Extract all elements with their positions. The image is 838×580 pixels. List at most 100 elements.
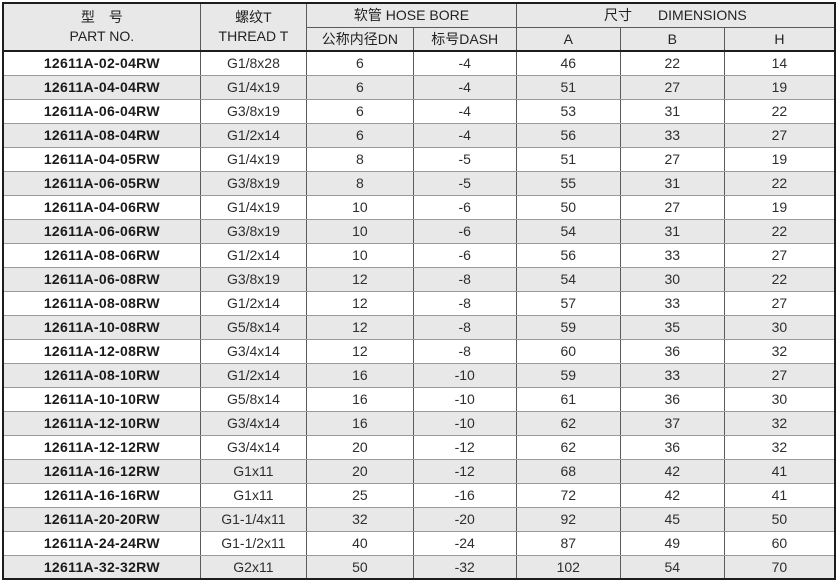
dim-a-cell: 102	[515, 554, 621, 580]
dn-cell: 20	[306, 434, 414, 460]
dash-cell: -20	[412, 506, 517, 532]
dash-cell: -10	[412, 362, 517, 388]
part-no-cell: 12611A-04-05RW	[2, 146, 201, 172]
dim-h-cell: 70	[723, 554, 836, 580]
dn-cell: 8	[306, 170, 414, 196]
dn-cell: 8	[306, 146, 414, 172]
dash-cell: -10	[412, 410, 517, 436]
dim-h-cell: 41	[723, 458, 836, 484]
thread-cell: G3/4x14	[199, 338, 308, 364]
table-row: 12611A-20-20RW G1-1/4x11 32 -20 92 45 50	[2, 506, 836, 532]
table-row: 12611A-24-24RW G1-1/2x11 40 -24 87 49 60	[2, 530, 836, 556]
dim-b-cell: 36	[619, 434, 725, 460]
dim-a-cell: 62	[515, 434, 621, 460]
table-row: 12611A-02-04RW G1/8x28 6 -4 46 22 14	[2, 50, 836, 76]
table-row: 12611A-10-08RW G5/8x14 12 -8 59 35 30	[2, 314, 836, 340]
dn-cell: 25	[306, 482, 414, 508]
part-no-cell: 12611A-04-06RW	[2, 194, 201, 220]
dim-b-cell: 33	[619, 122, 725, 148]
header-dim-h: H	[723, 27, 836, 52]
header-part-no-en: PART NO.	[69, 28, 135, 44]
dim-b-cell: 33	[619, 362, 725, 388]
dim-a-cell: 68	[515, 458, 621, 484]
part-no-cell: 12611A-08-04RW	[2, 122, 201, 148]
part-no-cell: 12611A-06-05RW	[2, 170, 201, 196]
header-dimensions-cn: 尺寸	[604, 7, 633, 24]
header-dimensions: 尺寸 DIMENSIONS	[515, 3, 836, 28]
dash-cell: -8	[412, 314, 517, 340]
dim-h-cell: 27	[723, 122, 836, 148]
header-dn: 公称内径DN	[306, 27, 414, 52]
dim-a-cell: 56	[515, 242, 621, 268]
thread-cell: G1-1/4x11	[199, 506, 308, 532]
table-body: 12611A-02-04RW G1/8x28 6 -4 46 22 14 12611A-04-…	[2, 50, 836, 580]
dim-b-cell: 35	[619, 314, 725, 340]
dn-cell: 12	[306, 266, 414, 292]
dim-a-cell: 50	[515, 194, 621, 220]
thread-cell: G5/8x14	[199, 386, 308, 412]
part-no-cell: 12611A-02-04RW	[2, 50, 201, 76]
dim-b-cell: 54	[619, 554, 725, 580]
dn-cell: 16	[306, 362, 414, 388]
dim-a-cell: 54	[515, 266, 621, 292]
dim-h-cell: 14	[723, 50, 836, 76]
header-hose-bore-en: HOSE BORE	[385, 7, 470, 24]
table-row: 12611A-08-08RW G1/2x14 12 -8 57 33 27	[2, 290, 836, 316]
dim-b-cell: 36	[619, 338, 725, 364]
table-row: 12611A-12-10RW G3/4x14 16 -10 62 37 32	[2, 410, 836, 436]
dim-a-cell: 46	[515, 50, 621, 76]
dash-cell: -6	[412, 194, 517, 220]
part-no-cell: 12611A-08-10RW	[2, 362, 201, 388]
thread-cell: G1x11	[199, 482, 308, 508]
dim-b-cell: 42	[619, 482, 725, 508]
dim-a-cell: 54	[515, 218, 621, 244]
dim-a-cell: 87	[515, 530, 621, 556]
dim-a-cell: 62	[515, 410, 621, 436]
dash-cell: -12	[412, 458, 517, 484]
dn-cell: 40	[306, 530, 414, 556]
header-dim-a: A	[515, 27, 621, 52]
dim-h-cell: 22	[723, 266, 836, 292]
dim-a-cell: 92	[515, 506, 621, 532]
part-no-cell: 12611A-06-08RW	[2, 266, 201, 292]
dim-b-cell: 42	[619, 458, 725, 484]
dim-a-cell: 59	[515, 314, 621, 340]
dash-cell: -32	[412, 554, 517, 580]
dim-b-cell: 31	[619, 218, 725, 244]
dn-cell: 10	[306, 194, 414, 220]
table-row: 12611A-12-12RW G3/4x14 20 -12 62 36 32	[2, 434, 836, 460]
table-row: 12611A-06-04RW G3/8x19 6 -4 53 31 22	[2, 98, 836, 124]
dim-a-cell: 57	[515, 290, 621, 316]
dim-h-cell: 27	[723, 362, 836, 388]
dim-h-cell: 19	[723, 74, 836, 100]
dim-a-cell: 72	[515, 482, 621, 508]
dim-b-cell: 31	[619, 98, 725, 124]
dim-h-cell: 50	[723, 506, 836, 532]
thread-cell: G5/8x14	[199, 314, 308, 340]
table-row: 12611A-08-04RW G1/2x14 6 -4 56 33 27	[2, 122, 836, 148]
dim-h-cell: 60	[723, 530, 836, 556]
dim-b-cell: 31	[619, 170, 725, 196]
dn-cell: 20	[306, 458, 414, 484]
thread-cell: G1x11	[199, 458, 308, 484]
dn-cell: 6	[306, 122, 414, 148]
header-hose-bore-cn: 软管	[353, 7, 382, 24]
dash-cell: -8	[412, 290, 517, 316]
part-no-cell: 12611A-24-24RW	[2, 530, 201, 556]
dash-cell: -12	[412, 434, 517, 460]
dn-cell: 10	[306, 242, 414, 268]
dash-cell: -6	[412, 242, 517, 268]
dash-cell: -4	[412, 122, 517, 148]
dn-cell: 12	[306, 314, 414, 340]
header-dimensions-en: DIMENSIONS	[658, 7, 747, 24]
dash-cell: -5	[412, 170, 517, 196]
thread-cell: G3/4x14	[199, 434, 308, 460]
table-row: 12611A-06-08RW G3/8x19 12 -8 54 30 22	[2, 266, 836, 292]
header-thread-en: THREAD T	[218, 28, 289, 44]
dim-b-cell: 37	[619, 410, 725, 436]
dim-a-cell: 60	[515, 338, 621, 364]
dim-a-cell: 56	[515, 122, 621, 148]
table-row: 12611A-16-16RW G1x11 25 -16 72 42 41	[2, 482, 836, 508]
thread-cell: G2x11	[199, 554, 308, 580]
